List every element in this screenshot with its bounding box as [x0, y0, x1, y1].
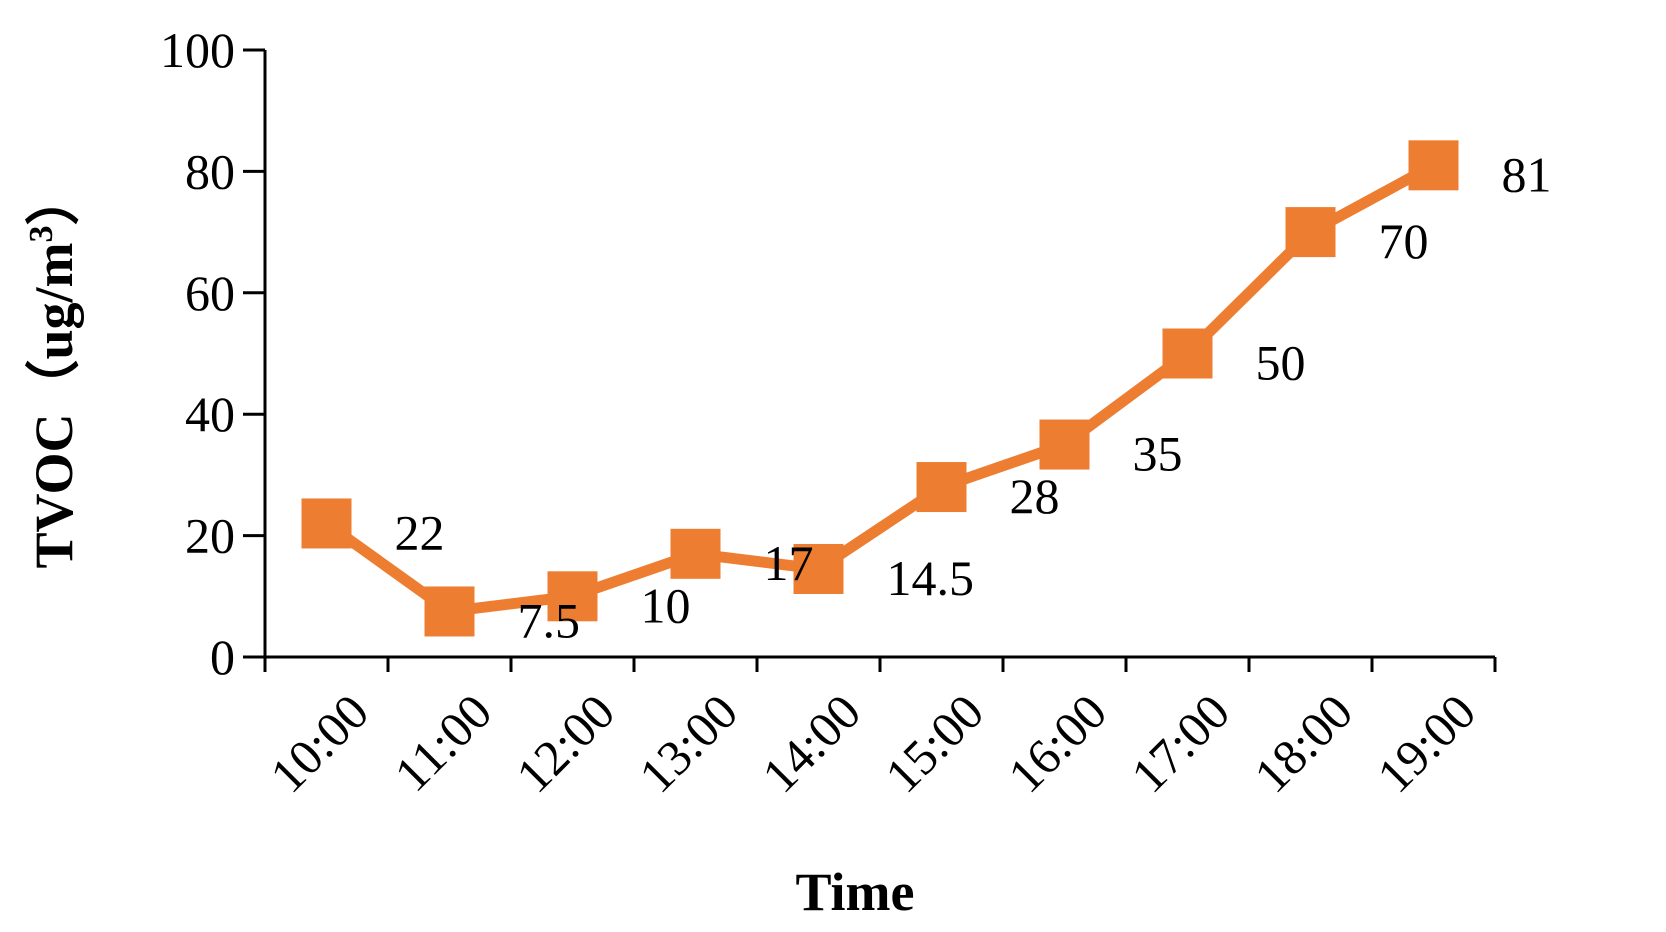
- y-axis-title-main: TVOC（ug/m: [24, 243, 84, 569]
- y-tick-label: 80: [185, 143, 235, 199]
- x-tick-label: 10:00: [259, 683, 379, 803]
- data-label: 10: [641, 577, 691, 633]
- y-tick-label: 0: [210, 629, 235, 685]
- y-axis-title: TVOC（ug/m3）: [23, 172, 84, 569]
- data-point-marker: [424, 586, 475, 637]
- data-label: 81: [1502, 146, 1552, 202]
- x-axis-title: Time: [796, 862, 915, 922]
- data-point-marker: [547, 571, 598, 622]
- x-axis: 10:00 11:00 12:00 13:00 14:00 15:00 16:00 17:00…: [259, 655, 1497, 803]
- x-tick-label: 14:00: [751, 683, 871, 803]
- data-point-marker: [1408, 140, 1459, 191]
- y-tick-label: 40: [185, 386, 235, 442]
- data-point-marker: [1162, 328, 1213, 379]
- data-label: 7.5: [518, 592, 581, 648]
- data-label: 28: [1010, 468, 1060, 524]
- y-axis: 0 20 40 60 80 100: [160, 22, 267, 685]
- x-tick-label: 17:00: [1120, 683, 1240, 803]
- x-tick-label: 19:00: [1366, 683, 1486, 803]
- x-tick-label: 13:00: [628, 683, 748, 803]
- data-label: 14.5: [887, 550, 975, 606]
- data-point-marker: [793, 543, 844, 594]
- data-point-marker: [916, 462, 967, 513]
- data-label-group: 22 7.5 10 17 14.5 28 35 50 70 81: [395, 146, 1552, 648]
- x-tick-label: 12:00: [505, 683, 625, 803]
- x-tick-label: 15:00: [874, 683, 994, 803]
- series-group: [301, 140, 1459, 637]
- data-point-marker: [1285, 207, 1336, 258]
- y-tick-label: 20: [185, 508, 235, 564]
- data-label: 70: [1379, 213, 1429, 269]
- x-tick-label: 16:00: [997, 683, 1117, 803]
- y-tick-label: 60: [185, 265, 235, 321]
- data-label: 17: [764, 535, 814, 591]
- data-label: 50: [1256, 335, 1306, 391]
- y-axis-title-superscript: 3: [23, 226, 60, 243]
- series-line: [323, 160, 1437, 617]
- y-tick-label: 100: [160, 22, 235, 78]
- data-point-marker: [670, 528, 721, 579]
- data-point-marker: [301, 498, 352, 549]
- data-point-marker: [1039, 419, 1090, 470]
- y-axis-title-suffix: ）: [24, 172, 84, 226]
- data-label: 22: [395, 504, 445, 560]
- data-label: 35: [1133, 426, 1183, 482]
- x-tick-label: 11:00: [383, 683, 502, 802]
- x-tick-label: 18:00: [1243, 683, 1363, 803]
